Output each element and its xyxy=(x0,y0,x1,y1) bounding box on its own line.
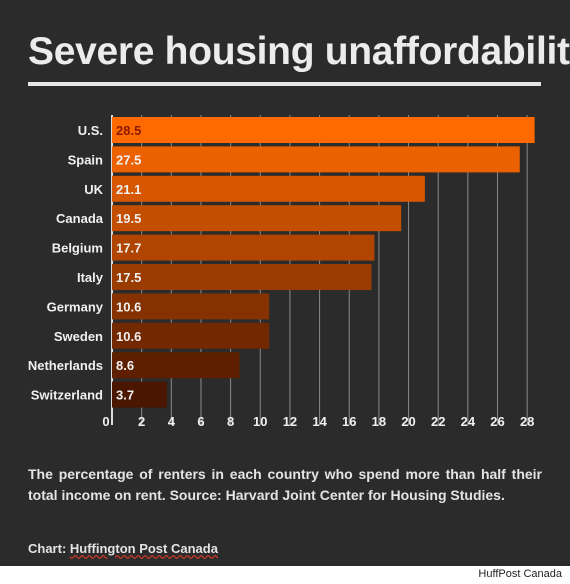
category-label: Switzerland xyxy=(31,388,103,403)
category-label: Canada xyxy=(56,211,104,226)
tick-label: 0 xyxy=(102,414,109,429)
chart-description: The percentage of renters in each countr… xyxy=(28,466,542,503)
tick-label: 22 xyxy=(431,414,445,429)
chart-credit: Chart: Huffington Post Canada xyxy=(28,541,218,556)
bar xyxy=(112,175,425,202)
bar-chart: U.S. 28.5 Spain 27.5 UK 21.1 Canada 19.5 Belgium… xyxy=(28,115,535,429)
category-label: Belgium xyxy=(52,241,103,256)
category-label: UK xyxy=(84,182,103,197)
value-label: 8.6 xyxy=(116,358,134,373)
value-label: 28.5 xyxy=(116,123,141,138)
bar xyxy=(112,381,167,408)
value-label: 27.5 xyxy=(116,152,141,167)
bar xyxy=(112,117,535,143)
category-label: U.S. xyxy=(78,123,103,138)
title-underline xyxy=(28,82,541,86)
source-tag: HuffPost Canada xyxy=(478,568,562,580)
category-label: Spain xyxy=(68,152,103,167)
value-label: 3.7 xyxy=(116,388,134,403)
bar xyxy=(112,293,270,320)
tick-label: 14 xyxy=(312,414,327,429)
bar xyxy=(112,205,402,232)
credit-name: Huffington Post Canada xyxy=(69,541,218,556)
footer-bar xyxy=(0,566,570,584)
tick-label: 2 xyxy=(138,414,145,429)
value-label: 19.5 xyxy=(116,211,141,226)
category-label: Sweden xyxy=(54,329,103,344)
category-label: Italy xyxy=(77,270,104,285)
value-label: 10.6 xyxy=(116,329,141,344)
tick-label: 8 xyxy=(227,414,234,429)
tick-label: 10 xyxy=(253,414,267,429)
tick-label: 6 xyxy=(197,414,204,429)
bar xyxy=(112,146,520,173)
category-label: Netherlands xyxy=(28,358,103,373)
chart-title: Severe housing unaffordability xyxy=(28,30,570,73)
category-label: Germany xyxy=(47,299,104,314)
tick-label: 20 xyxy=(401,414,415,429)
tick-label: 18 xyxy=(372,414,386,429)
tick-label: 26 xyxy=(490,414,504,429)
tick-label: 28 xyxy=(520,414,534,429)
value-label: 17.5 xyxy=(116,270,141,285)
tick-label: 16 xyxy=(342,414,356,429)
value-label: 10.6 xyxy=(116,299,141,314)
tick-label: 12 xyxy=(283,414,297,429)
tick-label: 24 xyxy=(461,414,476,429)
credit-prefix: Chart: xyxy=(28,541,70,556)
tick-label: 4 xyxy=(168,414,176,429)
bar xyxy=(112,264,372,290)
value-label: 17.7 xyxy=(116,241,141,256)
bar xyxy=(112,322,270,349)
value-label: 21.1 xyxy=(116,182,141,197)
bar xyxy=(112,352,240,379)
bar xyxy=(112,234,375,261)
